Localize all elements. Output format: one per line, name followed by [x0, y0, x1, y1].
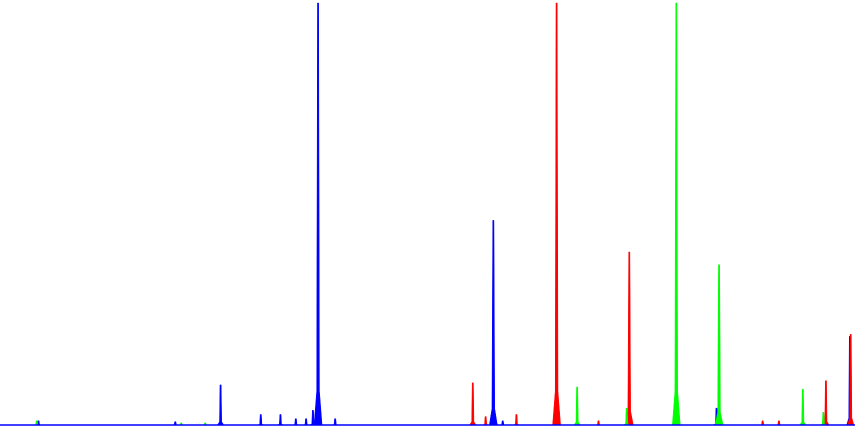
- series-1-peak-5: [624, 251, 634, 426]
- series-2-peak-6: [714, 264, 724, 426]
- series-2-peak-5: [672, 2, 681, 426]
- series-0: [35, 2, 854, 426]
- series-0-peak-4: [277, 414, 284, 426]
- series-1-peak-9: [847, 334, 855, 426]
- series-1: [469, 2, 855, 426]
- series-0-peak-8: [313, 2, 323, 426]
- series-0-peak-5: [292, 418, 300, 426]
- series-1-peak-0: [469, 382, 477, 426]
- series-0-peak-10: [489, 220, 498, 426]
- series-2: [33, 2, 827, 426]
- series-2-peak-7: [799, 388, 807, 426]
- series-layer: [33, 2, 855, 426]
- series-1-peak-1: [482, 416, 489, 426]
- series-0-peak-3: [257, 414, 265, 426]
- series-0-peak-2: [216, 384, 225, 426]
- series-0-peak-6: [302, 418, 310, 426]
- series-0-peak-9: [331, 418, 339, 426]
- series-1-peak-3: [552, 2, 561, 426]
- series-1-peak-2: [513, 414, 520, 426]
- series-2-peak-3: [573, 386, 581, 426]
